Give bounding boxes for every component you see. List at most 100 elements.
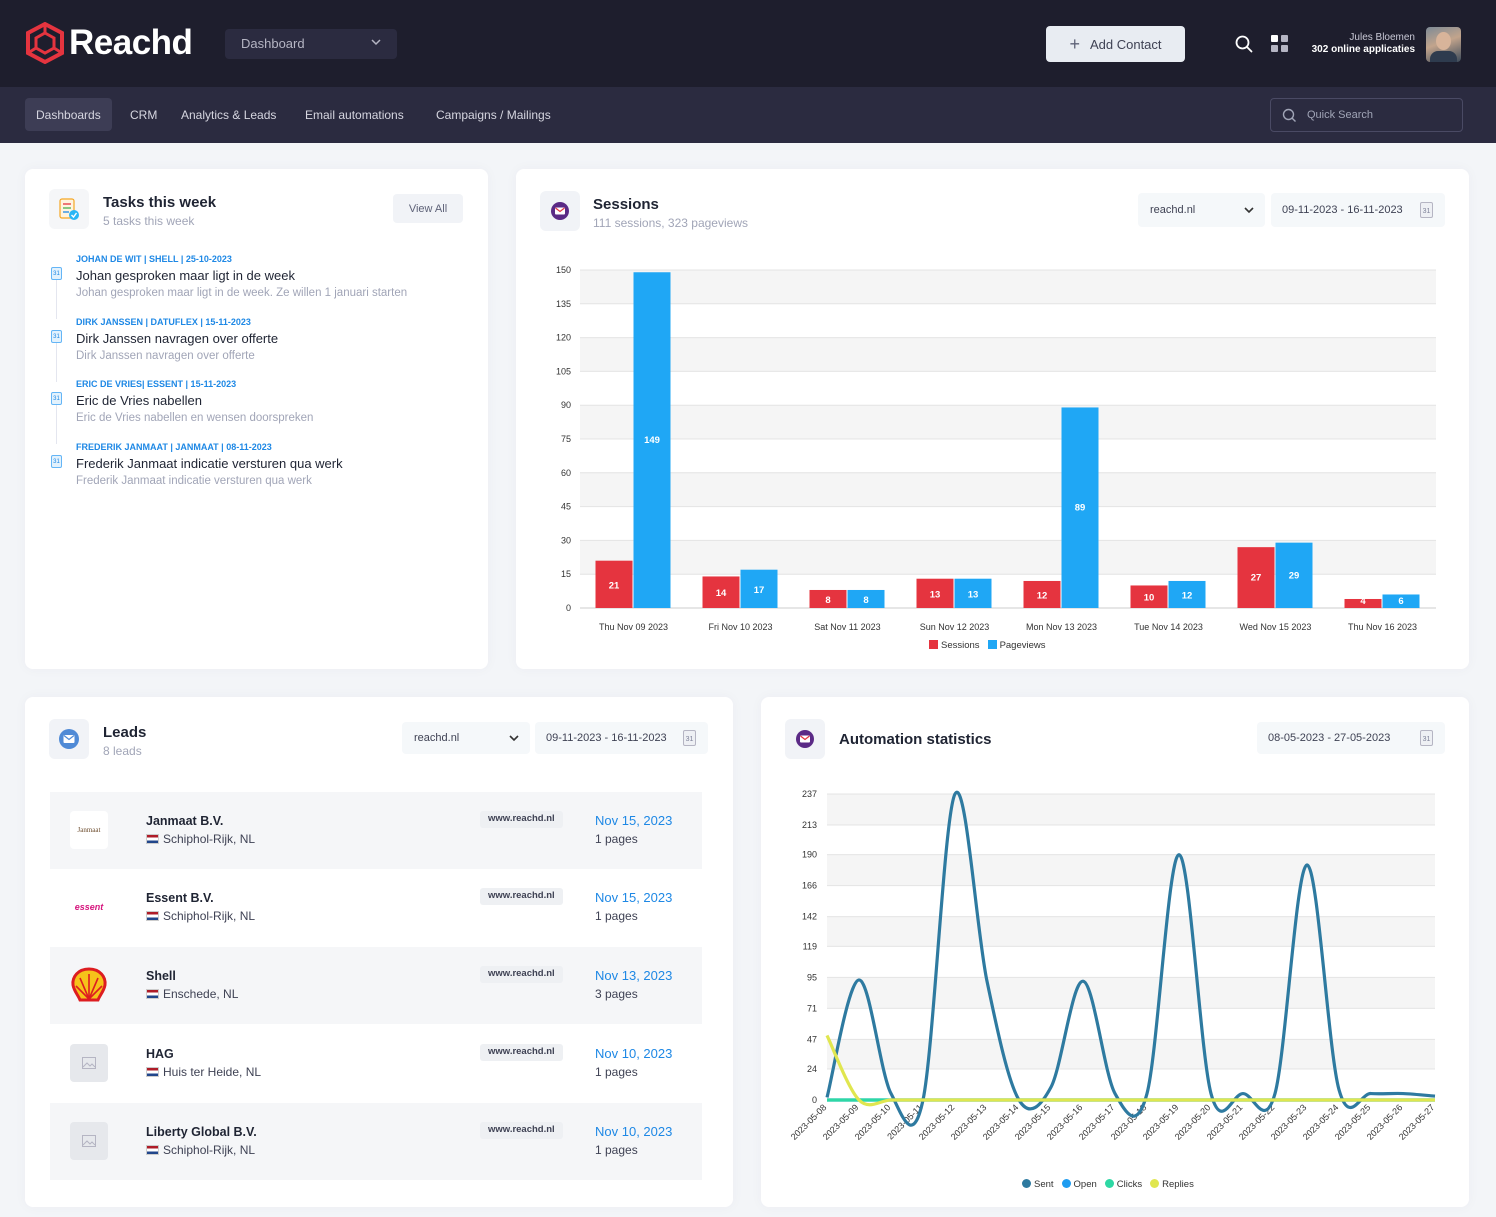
y-tick-label: 135: [556, 299, 571, 309]
lead-location-text: Schiphol-Rijk, NL: [163, 1143, 256, 1157]
reachd-logo[interactable]: Reachd: [25, 22, 193, 64]
bar-sessions: [1344, 598, 1382, 608]
nav-item-dashboards[interactable]: Dashboards: [25, 98, 112, 131]
lead-company-name: Shell: [146, 969, 176, 983]
add-contact-button[interactable]: + Add Contact: [1046, 26, 1185, 62]
legend-clicks-label: Clicks: [1116, 1179, 1143, 1190]
automation-date-range[interactable]: 08-05-2023 - 27-05-2023 31: [1257, 722, 1445, 754]
dashboard-select[interactable]: Dashboard: [225, 29, 397, 59]
search-icon[interactable]: [1235, 35, 1253, 53]
grid-band: [827, 1039, 1435, 1070]
legend-pageviews-label: Pageviews: [999, 640, 1046, 651]
y-tick-label: 0: [812, 1095, 817, 1105]
task-description: Eric de Vries nabellen en wensen doorspr…: [76, 412, 314, 424]
legend-open-label: Open: [1073, 1179, 1097, 1190]
view-all-button[interactable]: View All: [393, 194, 463, 223]
sessions-bar-chart: 0 15 30 45 60 75 90 105 120 135 150 21 149 Thu Nov 09…: [556, 265, 1436, 632]
lead-company-name: HAG: [146, 1047, 174, 1061]
task-meta: DIRK JANSSEN | DATUFLEX | 15-11-2023: [76, 317, 251, 327]
lead-location: Huis ter Heide, NL: [146, 1065, 261, 1079]
legend-replies[interactable]: Replies: [1150, 1179, 1194, 1190]
y-tick-label: 120: [556, 333, 571, 343]
nl-flag-icon: [146, 911, 159, 921]
bar-data-label: 89: [1075, 503, 1086, 514]
lead-url-badge: www.reachd.nl: [480, 888, 563, 905]
tasks-icon: [49, 189, 89, 229]
plus-icon: +: [1069, 34, 1080, 54]
legend-sent[interactable]: Sent: [1022, 1179, 1054, 1190]
bar-pageviews: [954, 578, 992, 608]
leads-icon: [49, 719, 89, 759]
calendar-icon: 31: [683, 730, 696, 746]
x-tick-label: Mon Nov 13 2023: [1026, 622, 1097, 632]
lead-location: Schiphol-Rijk, NL: [146, 1143, 255, 1157]
bar-data-label: 17: [754, 585, 765, 596]
x-tick-label: Tue Nov 14 2023: [1134, 622, 1203, 632]
apps-grid-icon[interactable]: [1271, 35, 1288, 52]
bar-pageviews: [633, 272, 671, 608]
leads-card: Leads 8 leads reachd.nl 09-11-2023 - 16-…: [25, 697, 733, 1207]
lead-date-link[interactable]: Nov 10, 2023: [595, 1124, 673, 1139]
sessions-date-range[interactable]: 09-11-2023 - 16-11-2023 31: [1271, 193, 1445, 227]
bar-data-label: 27: [1251, 573, 1262, 584]
sessions-site-select[interactable]: reachd.nl: [1138, 193, 1265, 227]
grid-band: [580, 337, 1436, 372]
y-tick-label: 237: [802, 789, 817, 799]
dashboard-select-value: Dashboard: [241, 36, 305, 51]
leads-date-range[interactable]: 09-11-2023 - 16-11-2023 31: [535, 722, 708, 754]
legend-sessions[interactable]: Sessions: [929, 640, 980, 651]
automation-icon: [785, 719, 825, 759]
lead-company-name: Janmaat B.V.: [146, 814, 224, 828]
calendar-icon: 31: [51, 455, 62, 468]
image-placeholder-icon: [70, 1044, 108, 1082]
lead-date-link[interactable]: Nov 15, 2023: [595, 890, 673, 905]
lead-row[interactable]: Liberty Global B.V. Schiphol-Rijk, NL ww…: [50, 1103, 702, 1180]
x-tick-label: Fri Nov 10 2023: [708, 622, 772, 632]
y-tick-label: 0: [566, 603, 571, 613]
legend-open[interactable]: Open: [1061, 1179, 1097, 1190]
bar-data-label: 10: [1144, 593, 1155, 604]
date-range-value: 09-11-2023 - 16-11-2023: [1282, 204, 1403, 216]
user-avatar[interactable]: [1426, 27, 1461, 62]
main-nav: Dashboards CRM Analytics & Leads Email a…: [0, 87, 1496, 143]
bar-sessions: [916, 578, 954, 608]
nav-item-crm[interactable]: CRM: [130, 108, 158, 122]
legend-pageviews[interactable]: Pageviews: [987, 640, 1046, 651]
lead-date-link[interactable]: Nov 15, 2023: [595, 813, 673, 828]
lead-row[interactable]: essent Essent B.V. Schiphol-Rijk, NL www…: [50, 869, 702, 946]
y-tick-label: 105: [556, 366, 571, 376]
y-tick-label: 95: [807, 972, 817, 982]
task-title: Eric de Vries nabellen: [76, 393, 202, 408]
lead-date-link[interactable]: Nov 10, 2023: [595, 1046, 673, 1061]
y-tick-label: 150: [556, 265, 571, 275]
lead-date-link[interactable]: Nov 13, 2023: [595, 968, 673, 983]
date-range-value: 09-11-2023 - 16-11-2023: [546, 732, 667, 744]
bar-data-label: 6: [1398, 596, 1403, 607]
leads-site-select[interactable]: reachd.nl: [402, 722, 530, 754]
bar-data-label: 12: [1037, 590, 1048, 601]
lead-url-badge: www.reachd.nl: [480, 811, 563, 828]
grid-band: [827, 794, 1435, 825]
chevron-down-icon: [509, 735, 519, 742]
lead-location: Schiphol-Rijk, NL: [146, 909, 255, 923]
bar-pageviews: [1275, 542, 1313, 608]
x-tick-label: Sun Nov 12 2023: [920, 622, 990, 632]
lead-location: Enschede, NL: [146, 987, 238, 1001]
calendar-icon: 31: [51, 392, 62, 405]
task-meta: FREDERIK JANMAAT | JANMAAT | 08-11-2023: [76, 442, 272, 452]
x-tick-label: Thu Nov 09 2023: [599, 622, 668, 632]
grid-band: [580, 472, 1436, 507]
y-tick-label: 24: [807, 1064, 817, 1074]
nav-item-campaigns-mailings[interactable]: Campaigns / Mailings: [436, 108, 551, 122]
y-tick-label: 190: [802, 850, 817, 860]
calendar-icon: 31: [51, 267, 62, 280]
quick-search-input[interactable]: Quick Search: [1270, 98, 1463, 132]
lead-row[interactable]: HAG Huis ter Heide, NL www.reachd.nl Nov…: [50, 1025, 702, 1102]
nav-item-email-automations[interactable]: Email automations: [305, 108, 404, 122]
nl-flag-icon: [146, 989, 159, 999]
lead-row[interactable]: Janmaat Janmaat B.V. Schiphol-Rijk, NL w…: [50, 792, 702, 869]
top-header: Reachd Dashboard + Add Contact Jules Blo…: [0, 0, 1496, 87]
lead-row[interactable]: Shell Enschede, NL www.reachd.nl Nov 13,…: [50, 947, 702, 1024]
legend-clicks[interactable]: Clicks: [1104, 1179, 1143, 1190]
nav-item-analytics-leads[interactable]: Analytics & Leads: [181, 108, 277, 122]
